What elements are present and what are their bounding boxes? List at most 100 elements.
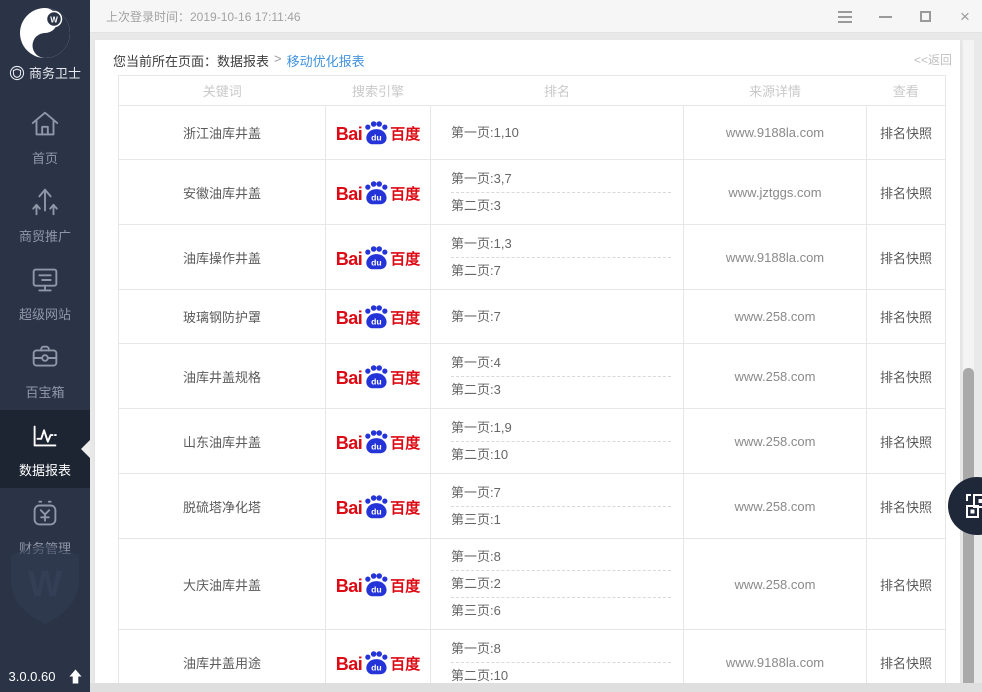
toolbox-icon <box>32 345 58 367</box>
source-cell: www.9188la.com <box>683 105 867 160</box>
sidebar-item-label: 超级网站 <box>18 307 71 322</box>
website-icon <box>32 268 58 292</box>
baidu-logo: Bai du 百度 <box>336 572 420 597</box>
source-cell: www.258.com <box>683 289 867 344</box>
menu-icon[interactable] <box>830 5 860 29</box>
report-icon <box>33 425 57 447</box>
svg-text:du: du <box>371 506 382 516</box>
baidu-logo: Bai du 百度 <box>336 494 420 519</box>
view-snapshot-link[interactable]: 排名快照 <box>866 538 946 630</box>
keyword-cell: 大庆油库井盖 <box>118 538 326 630</box>
brand-row: 商务卫士 <box>0 63 90 82</box>
rank-cell: 第一页:1,10 <box>430 105 684 160</box>
search-engine-cell: Bai du 百度 <box>325 629 431 692</box>
shield-badge-icon <box>9 65 25 80</box>
keyword-rank-table: 关键词 搜索引擎 排名 来源详情 查看 浙江油库井盖 Bai <box>118 75 946 692</box>
svg-text:du: du <box>371 584 382 594</box>
rank-cell: 第一页:8 第二页:10 <box>430 629 684 692</box>
table-row: 浙江油库井盖 Bai du 百度 第一页:1,10 www.9188la. <box>118 105 946 160</box>
minimize-icon[interactable] <box>870 5 900 29</box>
close-icon[interactable]: × <box>960 7 970 26</box>
rank-line: 第一页:8 <box>451 640 501 656</box>
view-snapshot-link[interactable]: 排名快照 <box>866 629 946 692</box>
qr-code-float-button[interactable] <box>948 477 982 535</box>
source-cell: www.jztggs.com <box>683 159 867 225</box>
baidu-logo: Bai du 百度 <box>336 120 420 145</box>
upgrade-arrow-icon[interactable] <box>68 669 82 684</box>
home-icon <box>31 111 59 136</box>
view-snapshot-link[interactable]: 排名快照 <box>866 343 946 409</box>
sidebar: W 商务卫士 首页 商贸推广 <box>0 0 90 692</box>
table-row: 玻璃钢防护罩 Bai du 百度 第一页:7 www.258.com <box>118 289 946 344</box>
rank-cell: 第一页:7 第三页:1 <box>430 473 684 539</box>
sidebar-item-website[interactable]: 超级网站 <box>0 254 90 332</box>
rank-line: 第一页:1,10 <box>451 124 519 140</box>
baidu-paw-icon: du <box>365 180 388 204</box>
table-row: 脱硫塔净化塔 Bai du 百度 第一页:7 第三页:1 www.258.c <box>118 473 946 539</box>
sidebar-item-toolbox[interactable]: 百宝箱 <box>0 332 90 410</box>
sidebar-item-home[interactable]: 首页 <box>0 98 90 176</box>
table-body: 浙江油库井盖 Bai du 百度 第一页:1,10 www.9188la. <box>118 105 946 692</box>
search-engine-cell: Bai du 百度 <box>325 289 431 344</box>
view-snapshot-link[interactable]: 排名快照 <box>866 289 946 344</box>
table-row: 大庆油库井盖 Bai du 百度 第一页:8 第二页:2 第三页:6 www. <box>118 538 946 630</box>
rank-line: 第二页:7 <box>451 256 671 284</box>
rank-line: 第一页:1,9 <box>451 419 512 435</box>
search-engine-cell: Bai du 百度 <box>325 105 431 160</box>
search-engine-cell: Bai du 百度 <box>325 473 431 539</box>
view-snapshot-link[interactable]: 排名快照 <box>866 473 946 539</box>
rank-line: 第三页:1 <box>451 505 671 533</box>
svg-text:du: du <box>371 662 382 672</box>
search-engine-cell: Bai du 百度 <box>325 538 431 630</box>
baidu-paw-icon: du <box>365 305 388 329</box>
breadcrumb-section: 数据报表 <box>217 54 270 69</box>
vertical-scrollbar-track[interactable] <box>963 40 974 692</box>
view-snapshot-link[interactable]: 排名快照 <box>866 224 946 290</box>
baidu-logo: Bai du 百度 <box>336 364 420 389</box>
baidu-paw-icon: du <box>365 650 388 674</box>
rank-line: 第二页:10 <box>451 661 671 689</box>
header-view: 查看 <box>866 75 946 106</box>
keyword-cell: 油库井盖规格 <box>118 343 326 409</box>
header-rank: 排名 <box>430 75 684 106</box>
svg-text:W: W <box>50 16 58 25</box>
header-keyword: 关键词 <box>118 75 326 106</box>
svg-text:du: du <box>371 376 382 386</box>
promotion-icon <box>32 188 58 216</box>
source-cell: www.258.com <box>683 473 867 539</box>
rank-line: 第一页:1,3 <box>451 235 512 251</box>
source-cell: www.258.com <box>683 343 867 409</box>
sidebar-item-promotion[interactable]: 商贸推广 <box>0 176 90 254</box>
back-link[interactable]: <<返回 <box>913 53 952 67</box>
horizontal-scrollbar[interactable] <box>90 683 982 692</box>
sidebar-item-data-reports[interactable]: 数据报表 <box>0 410 90 488</box>
rank-cell: 第一页:7 <box>430 289 684 344</box>
baidu-paw-icon: du <box>365 494 388 518</box>
sidebar-item-label: 数据报表 <box>18 463 71 478</box>
source-cell: www.258.com <box>683 538 867 630</box>
source-cell: www.9188la.com <box>683 224 867 290</box>
svg-text:du: du <box>371 132 382 142</box>
sidebar-item-label: 百宝箱 <box>25 385 65 400</box>
rank-line: 第一页:3,7 <box>451 170 512 186</box>
table-row: 油库操作井盖 Bai du 百度 第一页:1,3 第二页:7 www.918 <box>118 224 946 290</box>
baidu-paw-icon: du <box>365 429 388 453</box>
table-header-row: 关键词 搜索引擎 排名 来源详情 查看 <box>118 75 946 106</box>
source-cell: www.258.com <box>683 408 867 474</box>
rank-cell: 第一页:1,9 第二页:10 <box>430 408 684 474</box>
breadcrumb-separator: > <box>274 51 282 66</box>
svg-text:du: du <box>371 257 382 267</box>
baidu-paw-icon: du <box>365 572 388 596</box>
view-snapshot-link[interactable]: 排名快照 <box>866 105 946 160</box>
window-controls: × <box>820 0 980 33</box>
svg-text:du: du <box>371 441 382 451</box>
view-snapshot-link[interactable]: 排名快照 <box>866 159 946 225</box>
keyword-cell: 山东油库井盖 <box>118 408 326 474</box>
svg-text:du: du <box>371 316 382 326</box>
keyword-cell: 油库操作井盖 <box>118 224 326 290</box>
view-snapshot-link[interactable]: 排名快照 <box>866 408 946 474</box>
keyword-cell: 浙江油库井盖 <box>118 105 326 160</box>
breadcrumb-current-link[interactable]: 移动优化报表 <box>286 54 365 69</box>
maximize-icon[interactable] <box>910 5 940 29</box>
